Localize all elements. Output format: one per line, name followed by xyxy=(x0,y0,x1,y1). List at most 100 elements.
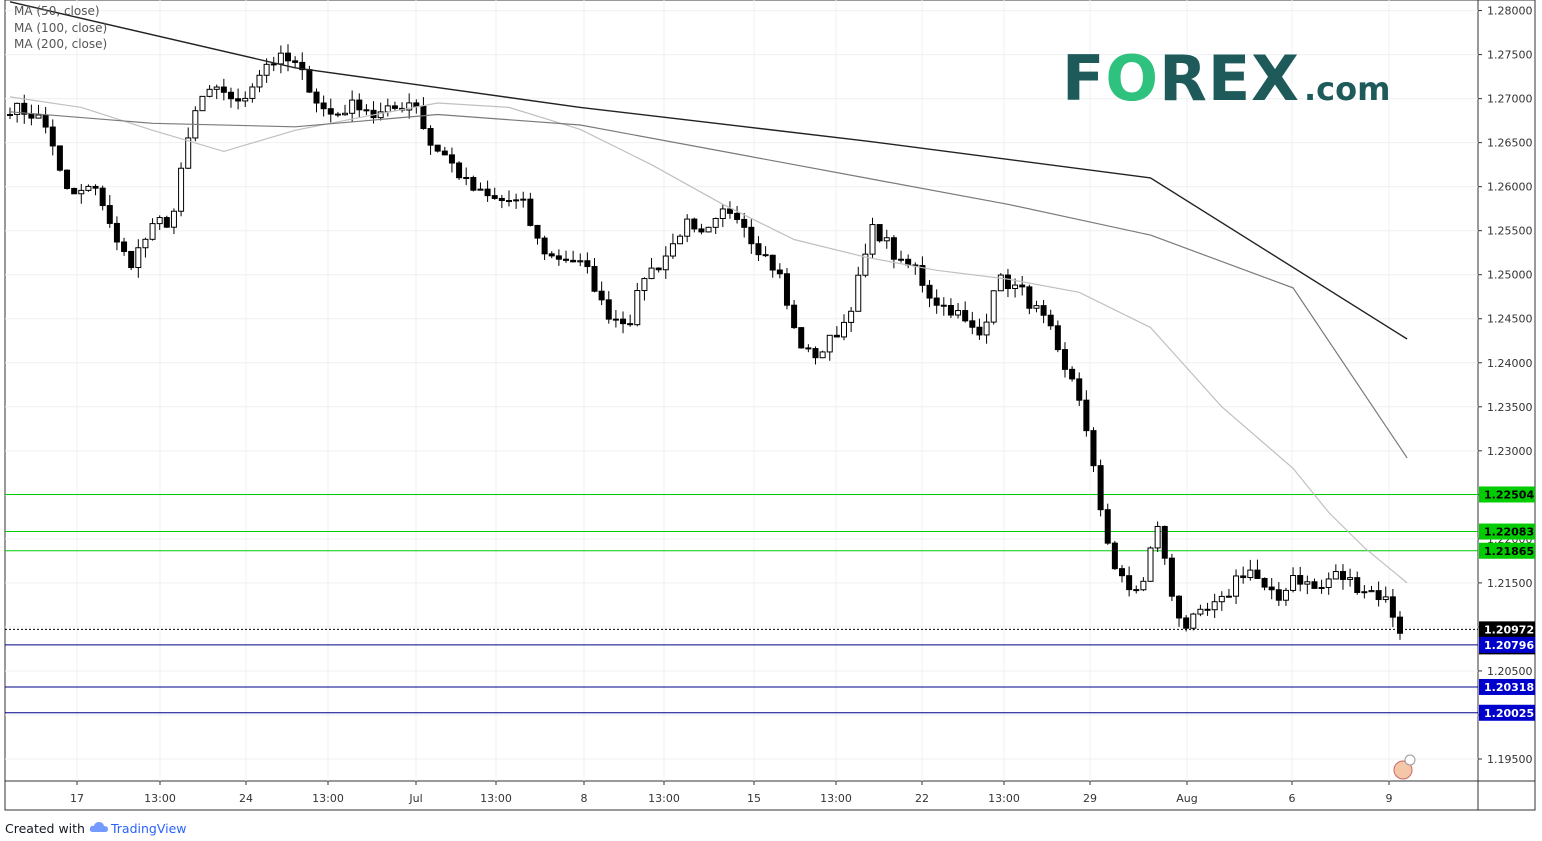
x-tick-label: 22 xyxy=(915,792,929,805)
candle xyxy=(434,144,441,152)
legend-ma50[interactable]: MA (50, close) xyxy=(14,4,100,18)
candle xyxy=(1247,569,1254,579)
candle xyxy=(983,321,990,336)
candle xyxy=(1154,525,1161,549)
candle xyxy=(477,188,484,191)
x-tick-label: 13:00 xyxy=(988,792,1020,805)
candle xyxy=(413,102,420,107)
y-tick-label: 1.19500 xyxy=(1487,753,1533,766)
candle xyxy=(121,241,128,252)
y-tick-label: 1.24000 xyxy=(1487,357,1533,370)
logo-o: O xyxy=(1105,42,1160,115)
candle xyxy=(249,86,256,99)
resistance-price-label-bg xyxy=(1479,523,1535,540)
candle xyxy=(1119,568,1125,577)
support-price-label: 1.20318 xyxy=(1484,681,1534,694)
x-tick-label: 13:00 xyxy=(312,792,344,805)
candle xyxy=(78,189,85,195)
footer-created-with: Created with xyxy=(5,821,85,836)
x-tick-label: 13:00 xyxy=(820,792,852,805)
candle xyxy=(71,187,78,195)
x-tick-label: Jul xyxy=(408,792,422,805)
candle xyxy=(1268,586,1275,591)
candle xyxy=(170,210,177,228)
candles-group xyxy=(7,44,1403,640)
y-tick-label: 1.25500 xyxy=(1487,225,1533,238)
candle xyxy=(456,162,463,179)
candle xyxy=(1211,601,1218,611)
candle xyxy=(135,247,142,269)
candle xyxy=(1097,465,1104,511)
x-tick-label: 17 xyxy=(70,792,84,805)
candle xyxy=(969,320,976,328)
candle xyxy=(128,250,135,269)
candle xyxy=(49,126,56,147)
x-tick-label: 15 xyxy=(747,792,761,805)
tradingview-cloud-icon xyxy=(89,821,109,836)
candle xyxy=(1311,581,1318,589)
candle xyxy=(1176,595,1183,619)
candle xyxy=(563,258,569,261)
resistance-price-label-bg xyxy=(1479,542,1535,559)
footer-tradingview-link[interactable]: TradingView xyxy=(110,821,187,836)
candle xyxy=(783,273,790,306)
candle xyxy=(1240,575,1247,579)
candle xyxy=(185,137,192,169)
candle xyxy=(584,260,591,268)
candle xyxy=(441,150,448,156)
candle xyxy=(1040,305,1047,316)
candle xyxy=(684,218,691,237)
candle xyxy=(391,105,398,109)
candle xyxy=(527,198,534,226)
candle xyxy=(940,304,947,307)
candle xyxy=(577,260,584,263)
candle xyxy=(35,114,42,119)
candle xyxy=(213,86,220,90)
candle xyxy=(320,102,327,110)
candle xyxy=(648,267,655,280)
x-tick-label: Aug xyxy=(1176,792,1197,805)
candle xyxy=(149,223,156,240)
candle xyxy=(1012,284,1019,289)
candle xyxy=(855,274,862,312)
candle xyxy=(14,102,21,115)
candle xyxy=(1225,595,1232,598)
candle xyxy=(270,63,277,66)
economic-event-icon xyxy=(1393,754,1416,780)
candle xyxy=(997,274,1004,292)
candle xyxy=(548,253,555,257)
legend-ma200[interactable]: MA (200, close) xyxy=(14,37,108,51)
candle xyxy=(163,217,170,228)
candle xyxy=(356,99,363,111)
candle xyxy=(1047,314,1054,327)
candle xyxy=(342,112,349,116)
candle xyxy=(1190,613,1197,629)
candle xyxy=(1397,616,1403,634)
candle xyxy=(1090,430,1097,467)
candle xyxy=(712,218,719,228)
candle xyxy=(448,154,455,164)
resistance-price-label: 1.21865 xyxy=(1484,545,1534,558)
candle xyxy=(1290,575,1297,591)
candle xyxy=(113,222,120,243)
y-tick-label: 1.26000 xyxy=(1487,181,1533,194)
candle xyxy=(1354,577,1361,593)
candle xyxy=(1161,525,1168,559)
y-tick-label: 1.26500 xyxy=(1487,137,1533,150)
candle xyxy=(1140,580,1147,591)
logo-domain: .com xyxy=(1303,70,1391,108)
candle xyxy=(705,226,712,233)
candle xyxy=(491,195,498,199)
candle xyxy=(976,326,983,336)
candle xyxy=(755,243,762,256)
candle xyxy=(178,167,185,212)
candle xyxy=(990,290,997,323)
candle xyxy=(1347,577,1354,580)
candle xyxy=(926,284,933,299)
candle xyxy=(1069,368,1076,380)
candle xyxy=(776,269,783,275)
legend-ma100[interactable]: MA (100, close) xyxy=(14,20,108,35)
candle xyxy=(1168,557,1175,597)
candle xyxy=(869,224,876,255)
